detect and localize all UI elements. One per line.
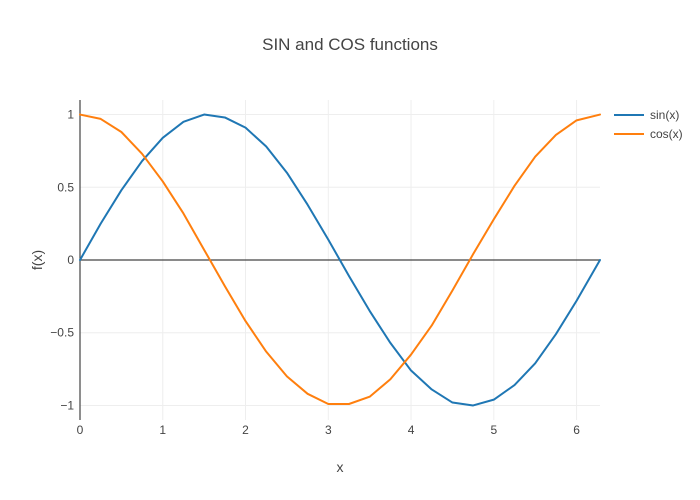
tick-labels: 0 1 2 3 4 5 6 1 0.5 0 −0.5 −1 (50, 108, 580, 437)
y-tick-label: 0.5 (57, 180, 74, 194)
legend-item[interactable]: cos(x) (614, 127, 683, 141)
x-tick-label: 5 (490, 423, 497, 437)
x-tick-label: 4 (408, 423, 415, 437)
legend: sin(x) cos(x) (614, 108, 683, 141)
x-tick-label: 1 (159, 423, 166, 437)
y-tick-label: −0.5 (50, 326, 74, 340)
y-tick-label: −1 (60, 398, 74, 412)
x-tick-label: 0 (77, 423, 84, 437)
y-tick-label: 0 (67, 253, 74, 267)
y-axis-title: f(x) (29, 250, 45, 270)
legend-item[interactable]: sin(x) (614, 108, 679, 122)
series-lines (79, 113, 601, 407)
series-line-cosx (79, 113, 601, 405)
x-tick-label: 2 (242, 423, 249, 437)
chart-title: SIN and COS functions (262, 35, 438, 54)
series-line-sinx (79, 113, 601, 407)
legend-label: cos(x) (650, 127, 683, 141)
x-tick-label: 3 (325, 423, 332, 437)
x-axis-title: x (337, 459, 344, 475)
y-tick-label: 1 (67, 108, 74, 122)
legend-label: sin(x) (650, 108, 679, 122)
x-tick-label: 6 (573, 423, 580, 437)
